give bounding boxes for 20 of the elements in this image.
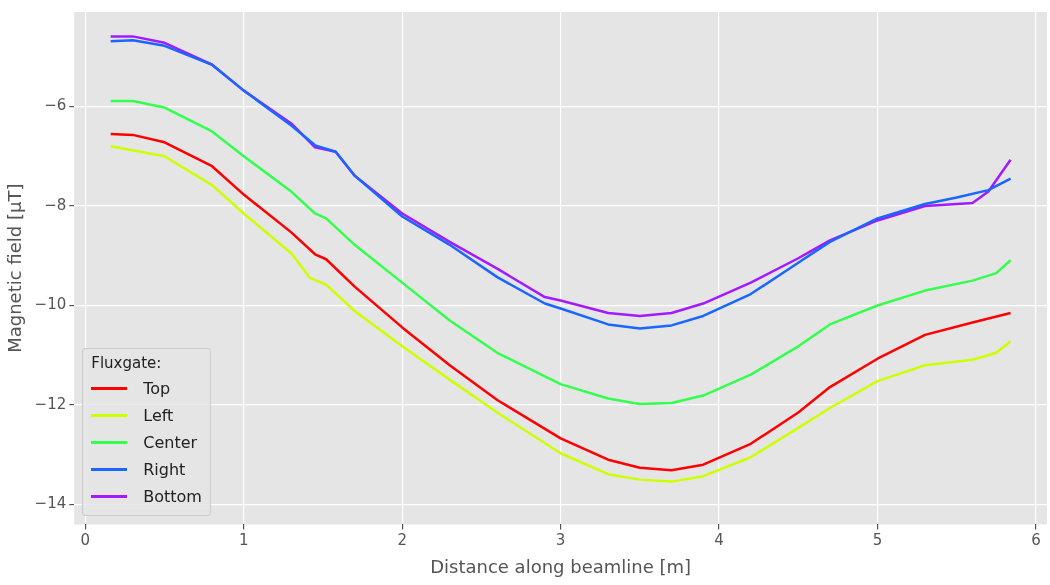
x-axis-title: Distance along beamline [m] <box>430 555 692 577</box>
legend-label: Bottom <box>143 487 202 507</box>
y-tick-label: −10 <box>34 295 67 314</box>
y-tick-label: −6 <box>44 96 67 115</box>
legend-label: Center <box>143 433 198 453</box>
legend-label: Left <box>143 406 174 426</box>
legend-title: Fluxgate: <box>91 354 163 373</box>
y-tick-label: −12 <box>34 394 67 413</box>
y-tick-label: −14 <box>34 494 67 513</box>
x-tick-label: 1 <box>239 531 249 550</box>
legend-label: Right <box>143 460 186 480</box>
x-tick-label: 4 <box>714 531 724 550</box>
x-tick-label: 0 <box>80 531 91 550</box>
x-tick-label: 6 <box>1031 531 1041 550</box>
y-axis-title: Magnetic field [µT] <box>4 183 26 353</box>
legend-label: Top <box>143 379 171 399</box>
y-tick-label: −8 <box>44 195 67 214</box>
x-tick-label: 5 <box>872 531 883 550</box>
x-tick-label: 2 <box>397 531 407 550</box>
x-tick-label: 3 <box>555 531 566 550</box>
